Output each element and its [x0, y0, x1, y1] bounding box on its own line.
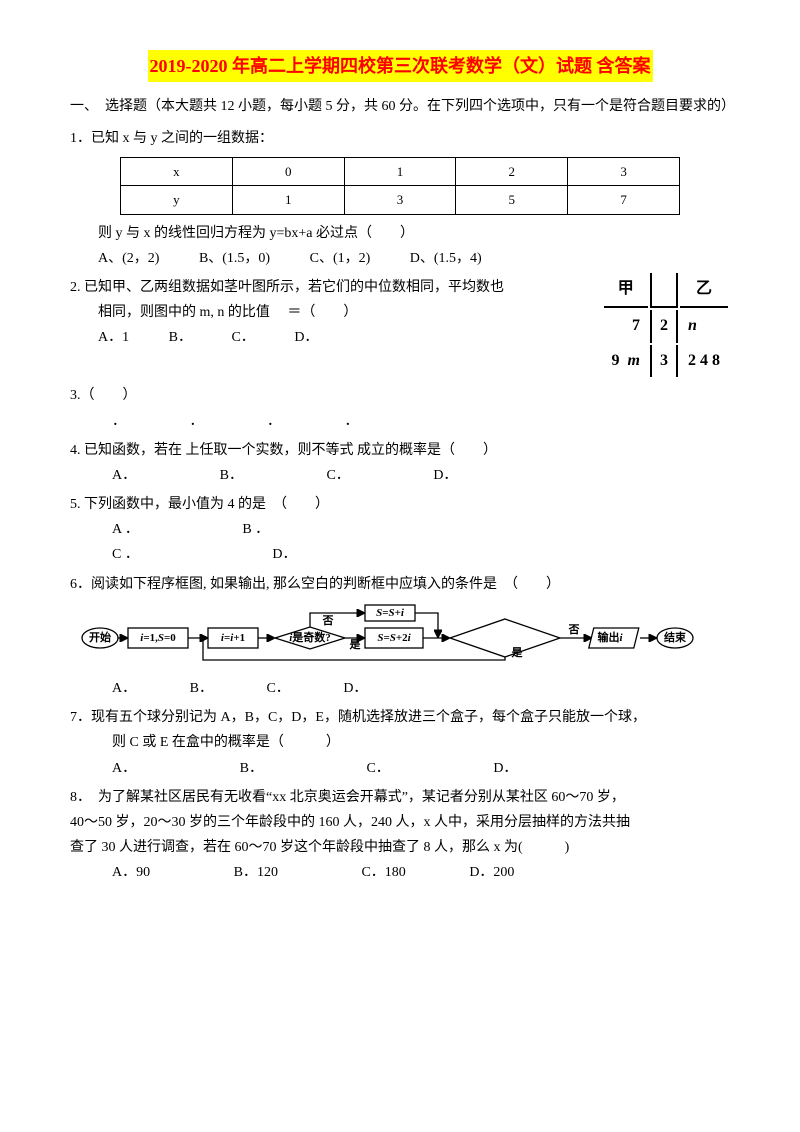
question-1: 1．已知 x 与 y 之间的一组数据： x 0 1 2 3 y 1 3 5 7 … [70, 126, 730, 271]
svg-text:S=S+i: S=S+i [376, 607, 405, 619]
leaf-head-l: 甲 [604, 273, 648, 308]
leaf-cell: 3 [650, 345, 678, 378]
opt-a: A．1 [98, 325, 129, 350]
svg-text:结束: 结束 [663, 630, 687, 644]
opt-d: D． [272, 547, 296, 562]
q4-options: A． B． C． D． [70, 463, 730, 488]
leaf-cell: n [680, 310, 728, 343]
opt-d: D． [294, 325, 318, 350]
q7-stem-line2: 则 C 或 E 在盒中的概率是（ ） [70, 730, 730, 755]
leaf-cell: 9 m [604, 345, 648, 378]
leaf-cell: 2 4 8 [680, 345, 728, 378]
opt-a: A．90 [112, 865, 150, 880]
page-title: 2019-2020 年高二上学期四校第三次联考数学（文）试题 含答案 [148, 50, 653, 82]
svg-text:是: 是 [511, 646, 524, 659]
cell: 5 [456, 186, 568, 214]
opt-d: ． [345, 414, 359, 429]
opt-c: C、(1，2) [310, 246, 371, 271]
leaf-head-r: 乙 [680, 273, 728, 308]
q8-line3: 查了 30 人进行调查，若在 60～70 岁这个年龄段中抽查了 8 人，那么 x… [70, 835, 730, 860]
svg-text:开始: 开始 [89, 630, 111, 644]
q7-stem-line1: 7．现有五个球分别记为 A，B，C，D，E，随机选择放进三个盒子，每个盒子只能放… [70, 705, 730, 730]
svg-text:i=1,S=0: i=1,S=0 [140, 632, 176, 644]
opt-d: D、(1.5，4) [410, 246, 482, 271]
q5-options-row1: A ． B ． [70, 517, 730, 542]
q8-line1: 8． 为了解某社区居民有无收看“xx 北京奥运会开幕式”，某记者分别从某社区 6… [70, 785, 730, 810]
cell: 7 [568, 186, 680, 214]
svg-text:输出i: 输出i [597, 630, 623, 644]
section-1-heading: 一、 选择题（本大题共 12 小题，每小题 5 分，共 60 分。在下列四个选项… [70, 94, 730, 119]
q6-options: A． B． C． D． [70, 676, 730, 701]
svg-text:i=i+1: i=i+1 [221, 632, 245, 644]
opt-a: A． [112, 468, 136, 483]
question-3: 3.（ ） ． ． ． ． [70, 383, 730, 433]
opt-c: C． [231, 325, 254, 350]
flowchart-diagram: 开始 i=1,S=0 i=i+1 i是奇数? S=S+i S=S+2i 否 是 … [70, 603, 730, 670]
q5-stem: 5. 下列函数中，最小值为 4 的是 （ ） [70, 492, 730, 517]
opt-b: B、(1.5，0) [199, 246, 270, 271]
cell: x [121, 157, 233, 185]
q1-stem: 1．已知 x 与 y 之间的一组数据： [70, 126, 730, 151]
cell: y [121, 186, 233, 214]
opt-c: C． [326, 468, 349, 483]
opt-b: B． [240, 761, 263, 776]
cell: 0 [232, 157, 344, 185]
question-7: 7．现有五个球分别记为 A，B，C，D，E，随机选择放进三个盒子，每个盒子只能放… [70, 705, 730, 781]
q4-stem: 4. 已知函数，若在 上任取一个实数，则不等式 成立的概率是（ ） [70, 438, 730, 463]
q1-follow: 则 y 与 x 的线性回归方程为 y=bx+a 必过点（ ） [70, 221, 730, 246]
opt-a: ． [112, 414, 126, 429]
stem-leaf-plot: 甲乙 72n 9 m32 4 8 [602, 271, 730, 379]
opt-c: C ． [112, 547, 139, 562]
q7-options: A． B． C． D． [70, 756, 730, 781]
q3-options: ． ． ． ． [70, 409, 730, 434]
cell: 2 [456, 157, 568, 185]
question-2: 甲乙 72n 9 m32 4 8 2. 已知甲、乙两组数据如茎叶图所示，若它们的… [70, 275, 730, 379]
opt-c: C． [366, 761, 389, 776]
question-6: 6．阅读如下程序框图, 如果输出, 那么空白的判断框中应填入的条件是 （ ） [70, 572, 730, 597]
svg-text:是: 是 [349, 638, 362, 651]
q6-stem: 6．阅读如下程序框图, 如果输出, 那么空白的判断框中应填入的条件是 （ ） [70, 572, 730, 597]
leaf-stem-head [650, 273, 678, 308]
q3-stem: 3.（ ） [70, 383, 730, 408]
svg-text:i是奇数?: i是奇数? [289, 630, 331, 644]
opt-b: B． [220, 468, 243, 483]
opt-a: A ． [112, 522, 139, 537]
question-8: 8． 为了解某社区居民有无收看“xx 北京奥运会开幕式”，某记者分别从某社区 6… [70, 785, 730, 886]
q8-options: A．90 B．120 C．180 D．200 [70, 860, 730, 885]
opt-b: B．120 [234, 865, 278, 880]
svg-text:S=S+2i: S=S+2i [377, 632, 411, 644]
opt-a: A． [112, 681, 136, 696]
question-5: 5. 下列函数中，最小值为 4 的是 （ ） A ． B ． C ． D． [70, 492, 730, 568]
cell: 1 [344, 157, 456, 185]
opt-d: D．200 [469, 865, 514, 880]
svg-text:否: 否 [322, 614, 334, 627]
svg-text:否: 否 [568, 623, 580, 636]
opt-c: C．180 [361, 865, 405, 880]
opt-b: B． [169, 325, 192, 350]
opt-b: ． [190, 414, 204, 429]
q1-data-table: x 0 1 2 3 y 1 3 5 7 [120, 157, 680, 215]
opt-b: B． [190, 681, 213, 696]
cell: 3 [568, 157, 680, 185]
opt-b: B ． [242, 522, 269, 537]
opt-d: D． [433, 468, 457, 483]
opt-a: A． [112, 761, 136, 776]
q8-line2: 40～50 岁，20～30 岁的三个年龄段中的 160 人，240 人，x 人中… [70, 810, 730, 835]
opt-c: C． [266, 681, 289, 696]
q1-options: A、(2，2) B、(1.5，0) C、(1，2) D、(1.5，4) [70, 246, 730, 271]
question-4: 4. 已知函数，若在 上任取一个实数，则不等式 成立的概率是（ ） A． B． … [70, 438, 730, 488]
cell: 1 [232, 186, 344, 214]
leaf-cell: 2 [650, 310, 678, 343]
opt-a: A、(2，2) [98, 246, 159, 271]
opt-d: D． [493, 761, 517, 776]
opt-c: ． [267, 414, 281, 429]
leaf-cell: 7 [604, 310, 648, 343]
cell: 3 [344, 186, 456, 214]
q5-options-row2: C ． D． [70, 542, 730, 567]
opt-d: D． [343, 681, 367, 696]
